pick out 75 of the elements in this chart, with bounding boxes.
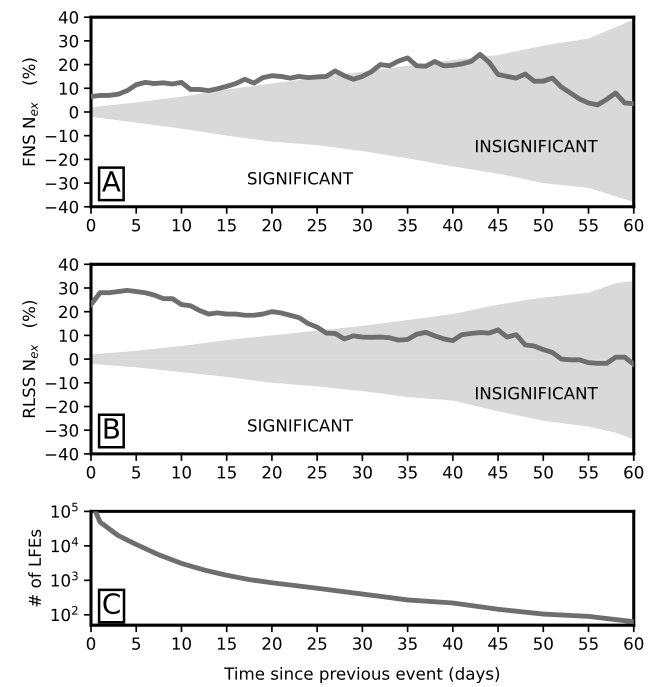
y-tick-label: 10$^{3}$ xyxy=(52,572,78,587)
x-tick-label: 30 xyxy=(353,637,372,650)
x-tick-label: 45 xyxy=(488,637,508,650)
x-tick-label: 40 xyxy=(443,218,462,232)
y-tick-label: −20 xyxy=(46,153,78,166)
y-tick-label: −40 xyxy=(46,200,78,214)
line-series xyxy=(91,288,634,367)
x-axis-title: Time since previous event (days) xyxy=(224,666,500,684)
y-tick-label: 10$^{5}$ xyxy=(52,502,78,518)
annotation: C xyxy=(103,593,120,614)
x-tick-label: 50 xyxy=(534,218,553,232)
x-tick-label: 45 xyxy=(488,219,508,232)
y-tick-label: 0 xyxy=(70,106,78,119)
x-tick-label: 10 xyxy=(172,637,191,650)
annotation: A xyxy=(102,171,121,192)
y-tick-label: −10 xyxy=(46,130,78,142)
x-tick-label: 35 xyxy=(398,466,417,479)
y-tick-label: 20 xyxy=(59,58,78,72)
x-tick-label: 25 xyxy=(308,466,326,479)
annotation: INSIGNIFICANT xyxy=(476,140,598,152)
y-tick-label: 10 xyxy=(60,329,78,342)
annotation: SIGNIFICANT xyxy=(248,172,353,185)
annotation: B xyxy=(104,418,119,439)
x-tick-label: 45 xyxy=(488,466,508,479)
x-tick-label: 25 xyxy=(308,218,326,232)
x-tick-label: 25 xyxy=(308,637,326,650)
y-tick-label: −10 xyxy=(46,376,78,390)
x-tick-label: 40 xyxy=(443,466,462,479)
y-tick-label: 40 xyxy=(58,258,78,271)
x-tick-label: 55 xyxy=(579,219,598,232)
x-tick-label: 30 xyxy=(353,466,372,479)
x-tick-label: 35 xyxy=(398,637,417,650)
y-tick-label: 0 xyxy=(70,353,78,366)
x-tick-label: 15 xyxy=(218,219,236,232)
y-tick-label: 20 xyxy=(59,306,78,318)
annotation: SIGNIFICANT xyxy=(248,419,353,432)
x-tick-label: 30 xyxy=(353,218,372,232)
y-tick-label: 10 xyxy=(60,82,78,95)
y-tick-label: −20 xyxy=(46,400,78,414)
text: RLSS N$_{ex}$ (%) xyxy=(22,300,38,418)
x-tick-label: 55 xyxy=(579,466,598,479)
y-tick-label: 40 xyxy=(58,11,78,24)
x-tick-label: 55 xyxy=(579,637,598,650)
x-tick-label: 50 xyxy=(534,466,553,479)
y-tick-label: 10$^{2}$ xyxy=(52,606,78,622)
x-tick-label: 60 xyxy=(624,637,644,650)
x-tick-label: 60 xyxy=(624,466,644,479)
x-tick-label: 10 xyxy=(172,466,191,479)
y-tick-label: −40 xyxy=(46,448,78,460)
y-tick-label: −30 xyxy=(46,177,78,190)
x-tick-label: 60 xyxy=(624,218,644,232)
x-tick-label: 10 xyxy=(172,218,191,232)
x-tick-label: 20 xyxy=(262,637,282,650)
annotation: INSIGNIFICANT xyxy=(476,386,598,400)
x-tick-label: 15 xyxy=(218,637,236,650)
y-tick-label: 30 xyxy=(59,282,78,295)
y-tick-label: 10$^{4}$ xyxy=(52,537,78,552)
y-axis-title: # of LFEs xyxy=(28,530,42,606)
x-tick-label: 40 xyxy=(443,637,462,650)
x-tick-label: 50 xyxy=(534,637,553,650)
x-tick-label: 5 xyxy=(132,219,140,232)
y-tick-label: 30 xyxy=(59,34,78,48)
text: FNS N$_{ex}$ (%) xyxy=(22,58,38,166)
x-tick-label: 35 xyxy=(398,218,417,232)
line-series xyxy=(91,52,634,108)
x-tick-label: 0 xyxy=(86,218,96,232)
x-tick-label: 20 xyxy=(262,218,282,232)
x-tick-label: 0 xyxy=(86,466,96,479)
x-tick-label: 20 xyxy=(262,466,282,479)
x-tick-label: 15 xyxy=(218,466,236,479)
x-tick-label: 5 xyxy=(132,637,140,650)
line-series xyxy=(93,511,634,624)
x-tick-label: 0 xyxy=(86,637,96,650)
y-tick-label: −30 xyxy=(46,424,78,437)
x-tick-label: 5 xyxy=(132,466,140,479)
